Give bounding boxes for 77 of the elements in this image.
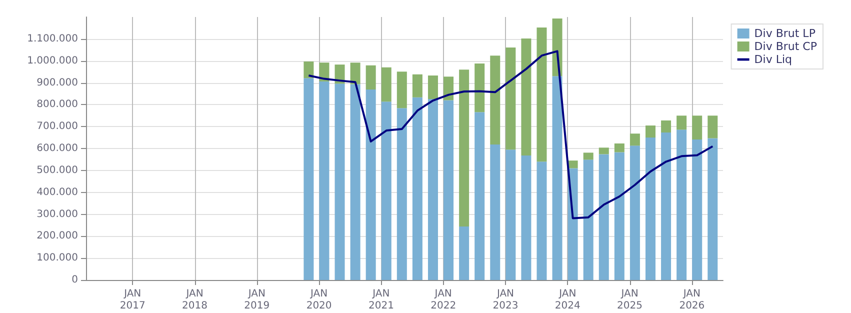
y-tick-label: 0 [72,274,78,286]
bar [490,56,500,145]
bar [661,132,672,280]
y-tick-label: 600.000 [36,143,78,154]
bar [396,108,407,280]
y-tick-label: 100.000 [36,252,78,264]
x-tick-label: JAN 2020 [306,288,332,312]
bar [350,62,360,84]
bar [521,38,532,156]
bar [583,160,594,280]
bar [645,138,656,280]
bar [366,65,376,90]
bar [396,72,407,108]
bar [381,102,392,280]
bar [444,100,454,280]
bar [676,130,687,280]
y-tick-label: 700.000 [36,121,78,132]
bar [412,97,422,280]
bar [319,81,330,280]
bar [692,116,702,140]
legend-label: Div Brut CP [754,40,818,53]
x-tick-label: JAN 2022 [430,288,456,312]
y-tick-label: 1.000.000 [27,55,78,66]
bar [474,112,485,280]
y-tick-label: 800.000 [36,99,78,110]
bar [381,67,392,102]
bar [506,47,516,150]
y-tick-label: 300.000 [36,208,78,220]
x-tick-label: JAN 2021 [368,288,394,312]
bar [708,116,718,138]
bar [412,74,422,98]
bar [350,84,360,280]
y-tick-label: 400.000 [36,186,78,198]
x-tick-label: JAN 2017 [120,288,146,312]
bar [568,168,578,280]
bar [630,146,640,280]
bar [552,76,562,280]
bar [630,134,640,146]
bar [661,120,672,132]
bar [708,138,718,280]
y-tick-label: 1.100.000 [27,33,78,44]
bar [536,28,547,162]
bar [334,84,345,280]
bar [614,143,624,152]
bar [536,162,547,280]
bar [366,90,376,280]
bar [614,152,624,280]
bar [459,226,470,280]
bar [474,63,485,112]
bar [645,125,656,138]
line-series [308,50,714,220]
bar [304,78,314,280]
bar [428,98,438,280]
x-tick-label: JAN 2019 [244,288,270,312]
x-tick-label: JAN 2018 [182,288,208,312]
bar [444,76,454,100]
bar [583,152,594,160]
y-tick-label: 500.000 [36,164,78,176]
x-tick-label: JAN 2023 [492,288,518,312]
bar [490,144,500,280]
bar [459,70,470,227]
x-tick-label: JAN 2024 [554,288,580,312]
legend-label: Div Brut LP [754,27,816,40]
y-tick-label: 900.000 [36,77,78,88]
bar [598,148,609,154]
bar [521,156,532,280]
x-tick-label: JAN 2025 [617,288,643,312]
x-tick-label: JAN 2026 [679,288,705,312]
y-tick-label: 200.000 [36,230,78,242]
bar [304,61,314,78]
bar [692,140,702,280]
bar [568,160,578,168]
bar [506,150,516,280]
bar [598,154,609,280]
legend-label: Div Liq [754,53,792,66]
bar [676,116,687,130]
bar [428,76,438,99]
